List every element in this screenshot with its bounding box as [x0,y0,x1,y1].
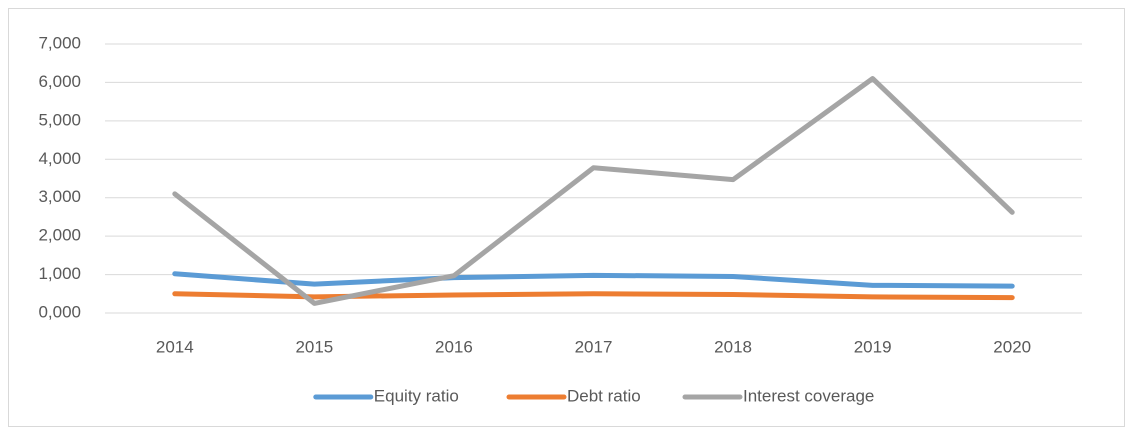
y-tick-label: 4,000 [38,149,81,168]
legend-label: Equity ratio [374,386,459,405]
y-tick-label: 5,000 [38,110,81,129]
y-tick-label: 6,000 [38,72,81,91]
y-tick-label: 0,000 [38,302,81,321]
y-tick-label: 1,000 [38,264,81,283]
x-tick-label: 2015 [295,337,333,356]
x-tick-label: 2014 [156,337,194,356]
line-series [172,271,1015,289]
legend-label: Debt ratio [567,386,641,405]
line-series [172,76,1015,306]
y-tick-label: 7,000 [38,33,81,52]
y-tick-label: 3,000 [38,187,81,206]
x-tick-label: 2019 [854,337,892,356]
x-tick-label: 2016 [435,337,473,356]
x-tick-label: 2017 [575,337,613,356]
line-series [172,291,1015,301]
y-tick-label: 2,000 [38,226,81,245]
x-tick-label: 2018 [714,337,752,356]
chart-border [8,8,1125,427]
x-tick-label: 2020 [993,337,1031,356]
legend-label: Interest coverage [743,386,874,405]
